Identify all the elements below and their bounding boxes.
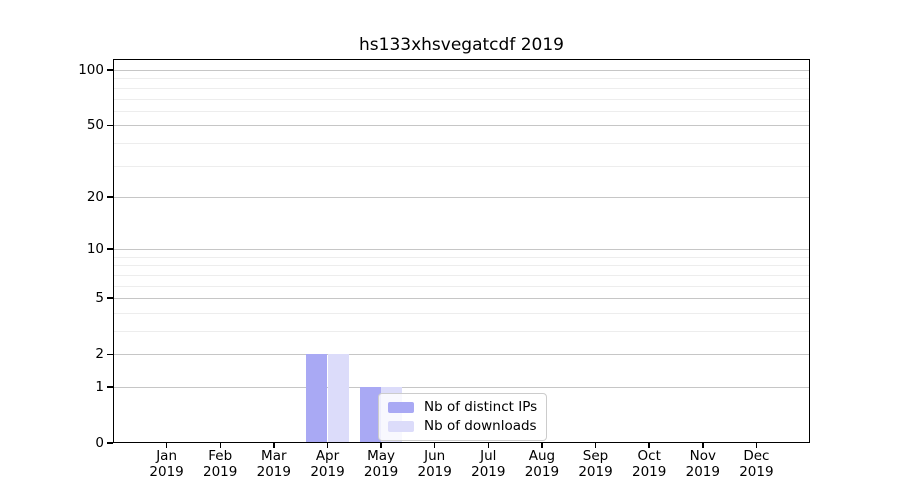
minor-gridline	[113, 274, 810, 276]
minor-gridline	[113, 331, 810, 332]
minor-gridline	[113, 256, 810, 258]
y-tickmark	[107, 69, 113, 71]
y-tick-label: 1	[95, 379, 104, 395]
x-tick-label: Feb 2019	[203, 448, 238, 480]
x-tick-label: May 2019	[363, 448, 399, 480]
y-tick-label: 50	[86, 117, 104, 134]
x-tickmark	[433, 443, 436, 448]
x-tick-label: Aug 2019	[524, 448, 560, 480]
y-tick-label: 10	[86, 241, 104, 258]
major-gridline	[113, 70, 810, 71]
y-tickmark	[107, 442, 113, 444]
legend-swatch	[388, 401, 414, 413]
x-tick-label: Jun 2019	[417, 448, 452, 480]
bar-apr-downloads	[327, 354, 349, 443]
x-tickmark	[702, 443, 704, 448]
x-tickmark	[541, 443, 543, 448]
x-tick-label: Dec 2019	[739, 448, 774, 480]
minor-gridline	[113, 285, 810, 287]
major-gridline	[113, 196, 810, 198]
major-gridline	[113, 249, 810, 251]
legend: Nb of distinct IPs Nb of downloads	[378, 393, 548, 441]
chart-title: hs133xhsvegatcdf 2019	[359, 35, 564, 55]
y-tickmark	[107, 386, 113, 388]
y-tick-label: 20	[86, 188, 104, 205]
x-tickmark	[326, 443, 329, 448]
x-tick-label: Oct 2019	[632, 448, 667, 480]
bar-may-distinct-ips	[359, 387, 381, 443]
plot-area: Nb of distinct IPs Nb of downloads	[113, 59, 810, 443]
x-tickmark	[219, 443, 221, 448]
major-gridline	[113, 125, 810, 127]
y-tickmark	[107, 124, 113, 126]
x-tickmark	[273, 443, 275, 448]
y-tickmark	[107, 297, 113, 299]
legend-item: Nb of downloads	[388, 418, 537, 434]
minor-gridline	[113, 312, 810, 314]
x-tickmark	[380, 443, 382, 448]
y-tick-label: 0	[95, 435, 104, 451]
x-tickmark	[487, 443, 490, 448]
x-tickmark	[594, 443, 597, 448]
minor-gridline	[113, 98, 810, 100]
major-gridline	[113, 354, 810, 356]
legend-label: Nb of downloads	[424, 418, 537, 434]
minor-gridline	[113, 87, 810, 89]
x-tickmark	[648, 443, 650, 448]
x-tick-label: Jul 2019	[471, 448, 506, 480]
legend-item: Nb of distinct IPs	[388, 399, 537, 415]
major-gridline	[113, 387, 810, 388]
minor-gridline	[113, 265, 810, 267]
x-tick-label: Nov 2019	[685, 448, 720, 480]
x-tick-label: Mar 2019	[256, 448, 291, 480]
x-tick-label: Sep 2019	[578, 448, 613, 480]
bar-apr-distinct-ips	[306, 354, 328, 443]
minor-gridline	[113, 142, 810, 144]
y-tick-label: 2	[95, 346, 104, 363]
x-tick-label: Jan 2019	[149, 448, 184, 480]
y-tick-label: 5	[95, 290, 104, 307]
minor-gridline	[113, 110, 810, 112]
y-tickmark	[107, 248, 113, 250]
minor-gridline	[113, 78, 810, 80]
y-tick-label: 100	[78, 62, 104, 78]
y-tickmark	[107, 196, 113, 198]
legend-swatch	[388, 420, 414, 432]
x-tickmark	[755, 443, 758, 448]
minor-gridline	[113, 165, 810, 167]
legend-label: Nb of distinct IPs	[424, 399, 538, 415]
axes-frame	[113, 59, 810, 443]
major-gridline	[113, 298, 810, 300]
x-tick-label: Apr 2019	[310, 448, 345, 480]
y-tickmark	[107, 353, 113, 355]
x-tickmark	[165, 443, 168, 448]
